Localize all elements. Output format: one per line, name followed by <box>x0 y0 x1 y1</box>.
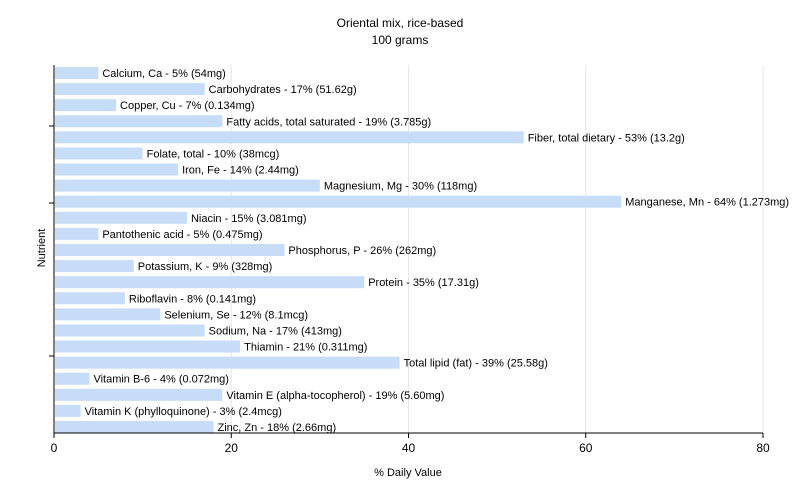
bar <box>55 421 214 433</box>
x-tick-label: 40 <box>402 441 416 455</box>
bar-label: Protein - 35% (17.31g) <box>368 277 479 289</box>
bar-label: Carbohydrates - 17% (51.62g) <box>209 84 357 96</box>
y-axis-label: Nutrient <box>36 229 48 268</box>
bar-label: Manganese, Mn - 64% (1.273mg) <box>625 197 789 209</box>
bar <box>55 227 99 240</box>
bar <box>55 372 90 385</box>
bar-label: Iron, Fe - 14% (2.44mg) <box>182 165 299 177</box>
bar <box>55 211 187 224</box>
x-axis-label: % Daily Value <box>374 467 442 479</box>
bar-label: Potassium, K - 9% (328mg) <box>138 261 273 273</box>
bar-label: Zinc, Zn - 18% (2.66mg) <box>218 422 337 434</box>
bar <box>55 356 400 369</box>
bar <box>55 99 117 112</box>
bar <box>55 195 622 208</box>
bar <box>55 292 125 305</box>
bar <box>55 324 205 337</box>
bar-label: Vitamin K (phylloquinone) - 3% (2.4mcg) <box>85 406 282 418</box>
bar <box>55 404 81 417</box>
bar-label: Thiamin - 21% (0.311mg) <box>244 342 367 354</box>
bar-label: Copper, Cu - 7% (0.134mg) <box>120 100 255 112</box>
x-tick-label: 60 <box>579 441 593 455</box>
bar-label: Selenium, Se - 12% (8.1mcg) <box>164 309 308 321</box>
axes-group: 0 20 40 60 80 <box>49 65 770 455</box>
bar <box>55 388 223 401</box>
bar-label: Fiber, total dietary - 53% (13.2g) <box>528 132 685 144</box>
bar <box>55 131 524 144</box>
bar <box>55 244 285 256</box>
bar <box>55 276 365 289</box>
bar-label: Pantothenic acid - 5% (0.475mg) <box>102 229 262 241</box>
bar <box>55 67 99 79</box>
bar <box>55 83 205 96</box>
x-tick-label: 80 <box>756 441 770 455</box>
bar <box>55 115 223 128</box>
bar-label: Total lipid (fat) - 39% (25.58g) <box>404 358 548 370</box>
bar-label: Magnesium, Mg - 30% (118mg) <box>324 181 477 193</box>
chart-subtitle: 100 grams <box>371 33 429 47</box>
bar-label: Calcium, Ca - 5% (54mg) <box>102 68 225 80</box>
bar-label: Phosphorus, P - 26% (262mg) <box>288 245 436 257</box>
bar-label: Niacin - 15% (3.081mg) <box>191 213 307 225</box>
bar <box>55 147 143 160</box>
bars-group: Calcium, Ca - 5% (54mg) Carbohydrates - 1… <box>55 67 789 434</box>
bar <box>55 179 320 192</box>
bar-label: Vitamin B-6 - 4% (0.072mg) <box>93 374 229 386</box>
bar-label: Fatty acids, total saturated - 19% (3.78… <box>226 116 431 128</box>
x-tick-label: 0 <box>51 441 58 455</box>
bar-label: Sodium, Na - 17% (413mg) <box>209 325 342 337</box>
bar <box>55 340 241 353</box>
x-tick-label: 20 <box>225 441 239 455</box>
bar <box>55 308 161 321</box>
bar <box>55 260 134 273</box>
bar-label: Vitamin E (alpha-tocopherol) - 19% (5.60… <box>226 390 444 402</box>
chart-title: Oriental mix, rice-based <box>336 16 464 30</box>
bar-label: Riboflavin - 8% (0.141mg) <box>129 293 256 305</box>
bar-label: Folate, total - 10% (38mcg) <box>147 148 280 160</box>
bar <box>55 163 179 176</box>
